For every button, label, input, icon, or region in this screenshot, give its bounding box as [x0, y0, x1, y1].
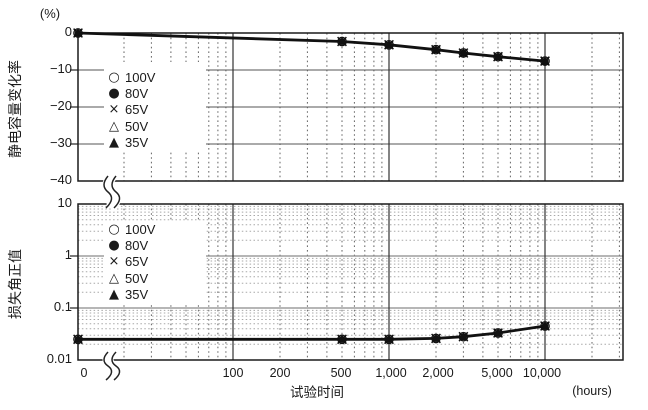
- top-y-tick-minus20: −20: [49, 98, 72, 113]
- x-axis-unit-label: (hours): [572, 384, 612, 398]
- y-tick-marks: [70, 69, 78, 309]
- legend-item-65v: × 65V: [104, 254, 206, 270]
- x-tick-2000: 2,000: [422, 366, 454, 380]
- legend-label: 65V: [125, 254, 149, 270]
- legend-item-35v: ▲ 35V: [104, 135, 206, 151]
- overlapping-data-markers-icon: [337, 36, 347, 47]
- bottom-legend: ○ 100V ● 80V × 65V △ 50V ▲ 35V: [104, 221, 206, 303]
- overlapping-data-markers-icon: [540, 56, 550, 67]
- top-y-tick-minus10: −10: [49, 61, 72, 76]
- legend-label: 35V: [125, 135, 149, 151]
- legend-item-35v: ▲ 35V: [104, 287, 206, 303]
- legend-label: 80V: [125, 238, 149, 254]
- x-tick-0: 0: [80, 366, 88, 380]
- bottom-y-tick-1: 1: [64, 247, 72, 262]
- filled-circle-marker-icon: ●: [108, 86, 120, 102]
- legend-label: 100V: [125, 69, 156, 85]
- x-tick-10000: 10,000: [522, 366, 562, 380]
- legend-label: 35V: [125, 287, 149, 303]
- x-tick-200: 200: [269, 366, 291, 380]
- open-triangle-marker-icon: △: [109, 118, 119, 134]
- top-y-tick-0: 0: [64, 24, 72, 39]
- overlapping-data-markers-icon: [431, 44, 441, 55]
- legend-item-100v: ○ 100V: [104, 69, 206, 85]
- legend-label: 50V: [125, 270, 149, 286]
- filled-triangle-marker-icon: ▲: [109, 135, 119, 151]
- overlapping-data-markers-icon: [458, 48, 469, 58]
- bottom-y-axis-title: 损失角正值: [7, 249, 23, 319]
- axis-break-icon: [102, 348, 121, 385]
- plot-borders: [77, 32, 624, 361]
- bottom-y-tick-0p01: 0.01: [46, 351, 72, 366]
- overlapping-data-markers-icon: [337, 334, 347, 345]
- legend-label: 80V: [125, 86, 149, 102]
- legend-label: 100V: [125, 221, 156, 237]
- bottom-y-tick-10: 10: [57, 195, 72, 210]
- overlapping-data-markers-icon: [431, 333, 441, 344]
- legend-item-65v: × 65V: [104, 102, 206, 118]
- x-tick-1000: 1,000: [375, 366, 407, 380]
- x-axis-title: 试验时间: [290, 385, 344, 400]
- legend-item-50v: △ 50V: [104, 270, 206, 286]
- cross-marker-icon: ×: [108, 102, 120, 118]
- overlapping-data-markers-icon: [458, 331, 469, 342]
- filled-triangle-marker-icon: ▲: [109, 287, 119, 303]
- x-tick-500: 500: [330, 366, 352, 380]
- filled-circle-marker-icon: ●: [108, 238, 120, 254]
- top-y-tick-minus40: −40: [49, 172, 72, 187]
- legend-item-80v: ● 80V: [104, 237, 206, 253]
- x-tick-5000: 5,000: [481, 366, 513, 380]
- top-y-tick-minus30: −30: [49, 135, 72, 150]
- top-y-axis-title: 静电容量变化率: [7, 60, 23, 158]
- bottom-y-tick-0p1: 0.1: [53, 299, 72, 314]
- open-triangle-marker-icon: △: [109, 270, 119, 286]
- overlapping-data-markers-icon: [73, 28, 83, 38]
- open-circle-marker-icon: ○: [108, 69, 120, 85]
- overlapping-data-markers-icon: [73, 334, 83, 345]
- capacitance-change-series: [73, 28, 550, 67]
- overlapping-data-markers-icon: [493, 51, 503, 62]
- overlapping-data-markers-icon: [540, 321, 550, 331]
- overlapping-data-markers-icon: [384, 39, 394, 50]
- x-tick-100: 100: [222, 366, 244, 380]
- open-circle-marker-icon: ○: [108, 221, 120, 237]
- loss-angle-series: [73, 321, 550, 345]
- legend-item-100v: ○ 100V: [104, 221, 206, 237]
- legend-label: 50V: [125, 118, 149, 134]
- cross-marker-icon: ×: [108, 254, 120, 270]
- legend-item-50v: △ 50V: [104, 118, 206, 134]
- overlapping-data-markers-icon: [493, 328, 503, 338]
- legend-label: 65V: [125, 102, 149, 118]
- overlapping-data-markers-icon: [384, 334, 394, 345]
- top-y-unit-label: (%): [39, 6, 61, 21]
- legend-item-80v: ● 80V: [104, 85, 206, 101]
- axis-break-icon: [102, 172, 121, 212]
- top-legend: ○ 100V ● 80V × 65V △ 50V ▲ 35V: [104, 62, 206, 151]
